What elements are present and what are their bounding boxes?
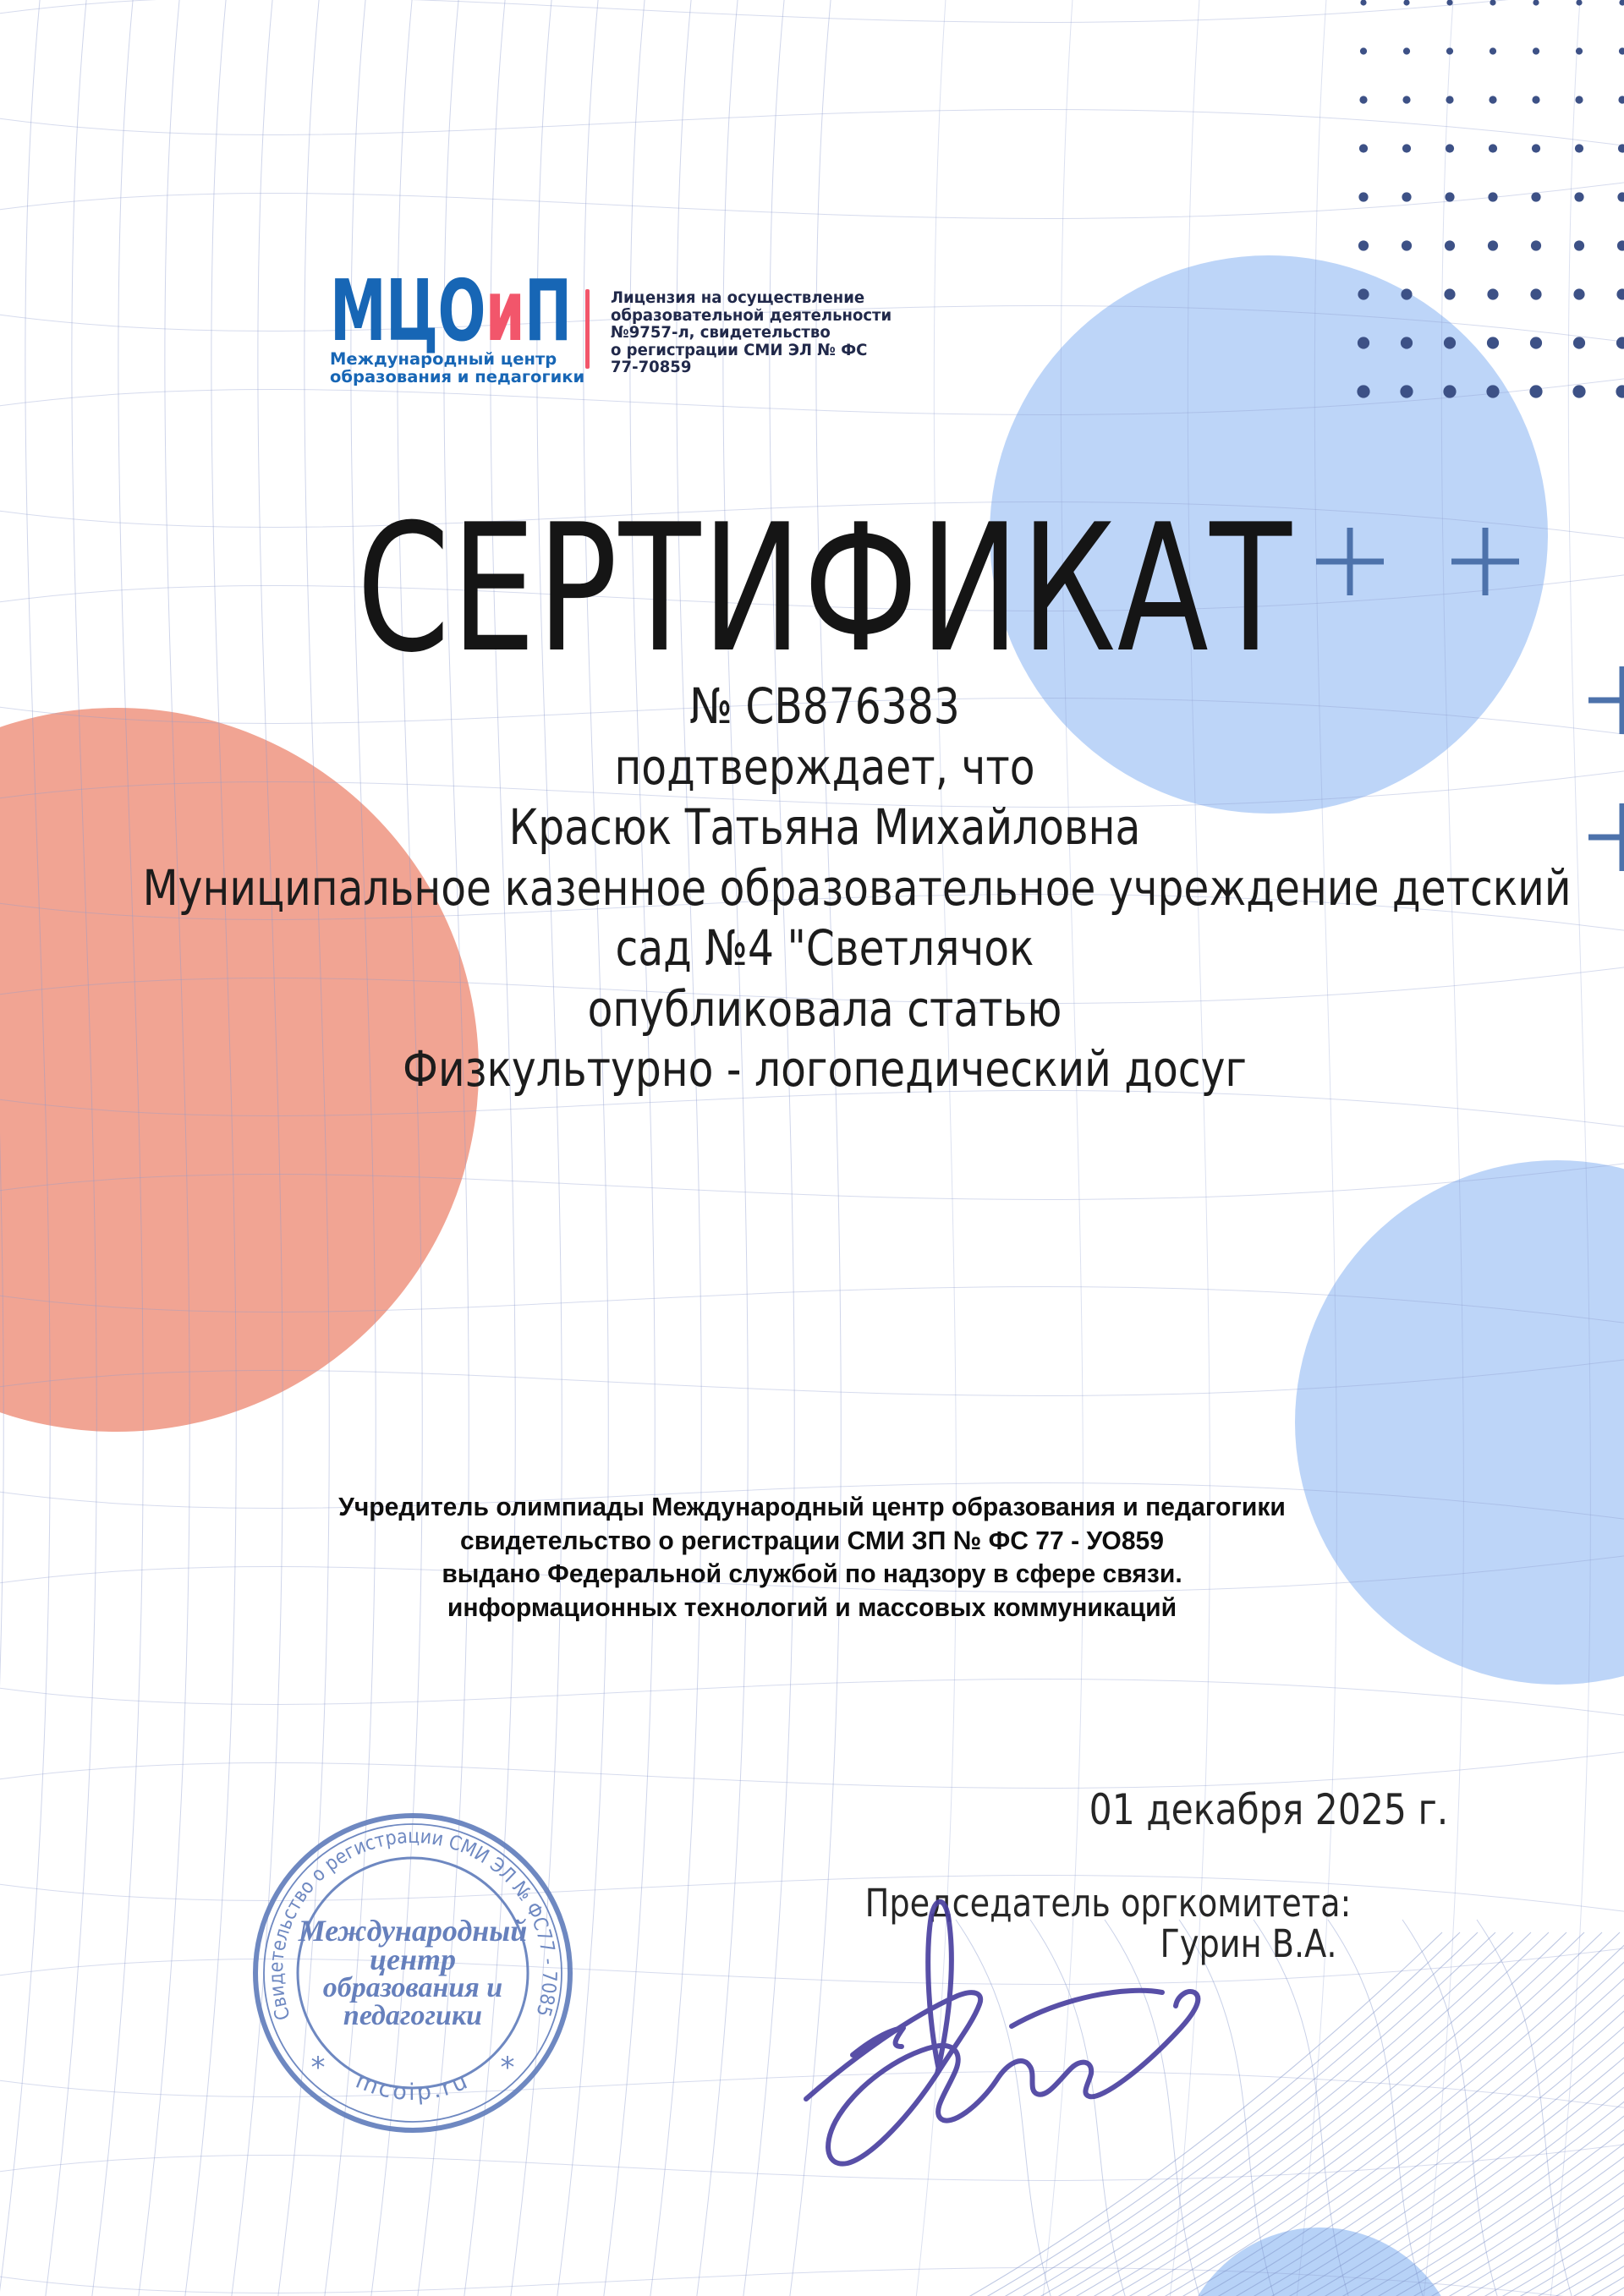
action-line: опубликовала статью xyxy=(587,979,1062,1038)
confirm-line: подтверждает, что xyxy=(614,737,1035,796)
founder-note-line: Учредитель олимпиады Международный центр… xyxy=(338,1492,1286,1521)
logo-subtitle-line1: Международный центр xyxy=(330,349,557,369)
founder-note-line: выдано Федеральной службой по надзору в … xyxy=(442,1559,1182,1588)
stamp-center-text: Международный центр образования и педаго… xyxy=(298,1914,528,2031)
license-line: 77-70859 xyxy=(611,358,692,376)
chairman-name: Гурин В.А. xyxy=(1160,1921,1337,1966)
stamp-inner-ring xyxy=(296,1856,529,2090)
logo-part-blue1: МЦО xyxy=(330,261,486,360)
stamp-center-line: образования и xyxy=(323,1972,502,2003)
article-title: Физкультурно - логопедический досуг xyxy=(403,1040,1247,1098)
license-line: образовательной деятельности xyxy=(611,305,892,325)
stamp-center-line: центр xyxy=(370,1943,456,1976)
license-text: Лицензия на осуществление образовательно… xyxy=(611,289,892,376)
logo-part-blue2: П xyxy=(524,261,572,360)
stamp-center-line: педагогики xyxy=(343,2000,482,2031)
stamp-middle-ring xyxy=(263,1823,562,2123)
chairman-label: Председатель оргкомитета: xyxy=(864,1881,1352,1926)
founder-note-line: информационных технологий и массовых ком… xyxy=(447,1592,1177,1622)
founder-note: Учредитель олимпиады Международный центр… xyxy=(25,1490,1599,1624)
certificate-number: № СВ876383 xyxy=(689,677,960,735)
stamp-url-text: mcoip.ru xyxy=(352,2068,474,2107)
issue-date: 01 декабря 2025 г. xyxy=(1089,1785,1449,1834)
organization-line2: сад №4 "Светлячок xyxy=(615,919,1034,977)
logo-mcoip: МЦОиП xyxy=(330,269,572,353)
asterisk-icon: * xyxy=(311,2051,326,2085)
logo-subtitle: Международный центр образования и педаго… xyxy=(330,349,585,386)
certificate-title: СЕРТИФИКАТ xyxy=(356,487,1293,692)
logo-subtitle-line2: образования и педагогики xyxy=(330,366,585,386)
stamp-outer-ring xyxy=(253,1813,573,2133)
logo-divider xyxy=(585,289,590,369)
stamp-center-line: Международный xyxy=(298,1914,528,1948)
asterisk-icon: * xyxy=(501,2051,515,2085)
license-line: №9757-л, свидетельство xyxy=(611,323,831,342)
certificate-body: № СВ876383 подтверждает, что Красюк Тать… xyxy=(142,677,1572,1100)
recipient-name: Красюк Татьяна Михайловна xyxy=(508,798,1141,856)
license-line: Лицензия на осуществление xyxy=(611,288,865,307)
organization-line1: Муниципальное казенное образовательное у… xyxy=(142,858,1572,917)
blue-circle-bottom xyxy=(1177,2228,1462,2296)
founder-note-line: свидетельство о регистрации СМИ ЗП № ФС … xyxy=(459,1525,1165,1555)
license-line: о регистрации СМИ ЭЛ № ФС xyxy=(611,340,868,359)
logo-part-red: и xyxy=(485,261,525,360)
